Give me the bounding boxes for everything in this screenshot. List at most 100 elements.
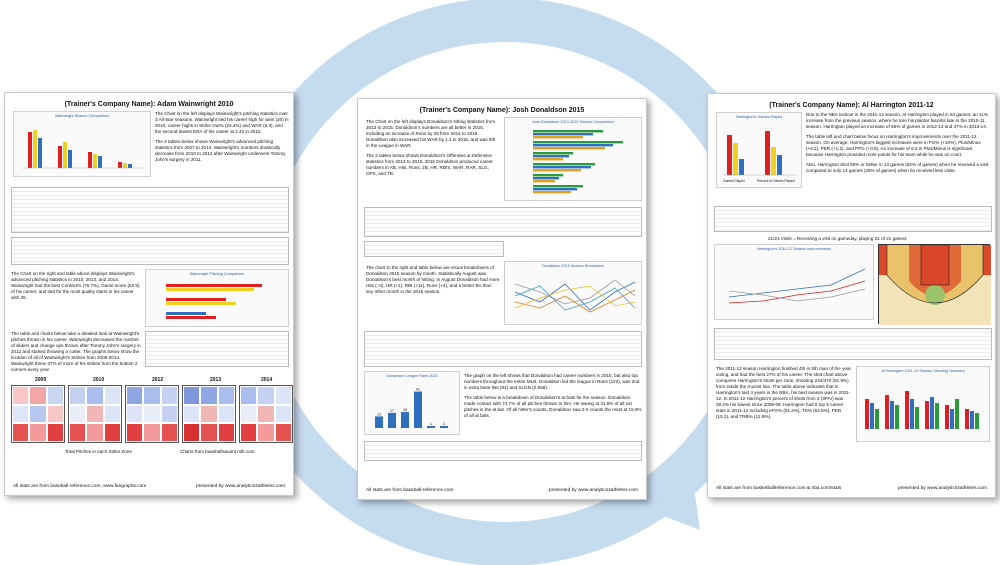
rank-bar-label: 2: [443, 422, 445, 426]
pitching-paragraph: The Chart on the right and table above d…: [11, 271, 141, 305]
comparison-bar: [533, 169, 581, 172]
visits-caption: 21/21 Visits = Receiving a visit on game…: [768, 236, 907, 241]
page-title: (Trainer's Company Name): Al Harrington …: [769, 102, 934, 109]
donaldson-report-page: (Trainer's Company Name): Josh Donaldson…: [357, 98, 647, 500]
page-footer: All stats are from baseball-reference.co…: [13, 484, 285, 489]
season-comparison-chart: Josh Donaldson 2013-2015 Season Comparis…: [504, 117, 642, 201]
shooting-bar: [950, 409, 954, 429]
rank-bar-label: 1: [430, 422, 432, 426]
monthly-stats-table: [364, 331, 642, 367]
paragraph-text: The 2 tables below shows Donaldson's Off…: [366, 152, 493, 176]
paragraph-text: The graph on the left shows that Donalds…: [464, 373, 640, 390]
paragraph-text: The table below is a breakdown of Donald…: [464, 394, 642, 418]
strike-zone-2012: [125, 385, 179, 443]
comparison-bar: [533, 152, 573, 155]
footer-source: All stats are from basketballreference.c…: [716, 486, 842, 491]
monthly-paragraph: The chart to the right and table below a…: [366, 265, 500, 299]
shooting-bar: [955, 399, 959, 429]
intro-paragraph: The Chart on the left displays Wainwrigh…: [155, 111, 289, 167]
pitching-comparison-bars: [166, 284, 262, 319]
rank-bar: [375, 416, 383, 428]
shooting-bar: [890, 401, 894, 429]
shooting-bar: [865, 399, 869, 429]
chart-title: Harrington's Games Played: [735, 115, 783, 119]
shooting-bar: [870, 403, 874, 429]
shooting-bar: [910, 399, 914, 429]
rank-bar: [414, 391, 422, 428]
shooting-bar: [905, 391, 909, 429]
chart-title: Josh Donaldson 2013-2015 Season Comparis…: [532, 120, 614, 124]
shooting-numbers-chart: Al Harrington 2011-12 Season Shooting Nu…: [856, 366, 990, 442]
zone-year-label: 2014: [261, 377, 273, 383]
strike-zone-2014: [239, 385, 293, 443]
axis-label: Games Played: [723, 179, 745, 183]
zone-caption-right: Charts from baseballsavant.mlb.com: [180, 449, 255, 454]
shot-zones: [879, 244, 991, 325]
shooting-numbers-bars: [865, 391, 979, 429]
comparison-bar: [533, 188, 577, 191]
comparison-bar: [533, 191, 571, 194]
paragraph-text: The 2011-12 season Harrington finished 4…: [716, 366, 852, 419]
rank-bar: [388, 412, 396, 428]
paragraph-text: The Chart on the right and table above d…: [11, 271, 140, 300]
advanced-stats-table-2: [11, 237, 289, 265]
paragraph-text: Due to the NBA lockout in the 2011-12 se…: [806, 112, 988, 129]
rank-bar: [427, 426, 435, 428]
season-breakdown-chart: Donaldson 2015 Season Breakdown: [504, 261, 642, 325]
shooting-bar: [895, 405, 899, 429]
footer-source: All stats are from baseball-reference.co…: [13, 484, 147, 489]
shooting-bar: [885, 395, 889, 429]
advanced-stats-table-1: [11, 187, 289, 233]
rank-bar-label: 18: [403, 408, 407, 412]
wainwright-report-page: (Trainer's Company Name): Adam Wainwrigh…: [4, 92, 294, 496]
chart-title: Wainwright Pitching Comparison: [189, 272, 245, 276]
comparison-bar: [533, 155, 569, 158]
comparison-bar: [533, 180, 555, 183]
footer-credit: presented by www.analytics4athletes.com: [897, 486, 987, 491]
pitches-paragraph: The table and charts below take a detail…: [11, 331, 141, 377]
league-rank-bars: 13 17 18 41 1 2: [375, 388, 448, 428]
shot-chart: [878, 244, 991, 325]
offensive-stats-table: [364, 207, 642, 237]
comparison-bar: [533, 130, 603, 133]
games-played-bars: [723, 131, 797, 176]
comparison-bar: [533, 136, 583, 139]
comparison-bar: [533, 166, 591, 169]
rank-bar-label: 13: [377, 412, 381, 416]
footer-source: All stats are from baseball-reference.co…: [366, 488, 454, 493]
chart-title: Donaldson League Rank 2015: [386, 374, 438, 378]
shooting-paragraph: The 2011-12 season Harrington finished 4…: [716, 366, 852, 424]
season-comparison-bars: [22, 130, 144, 169]
games-played-chart: Harrington's Games Played Games Played P…: [716, 112, 802, 188]
rank-bar: [401, 412, 409, 428]
season-comparison-hbars: [533, 130, 623, 194]
intro-paragraph: Due to the NBA lockout in the 2011-12 se…: [806, 112, 990, 178]
comparison-bar: [533, 147, 605, 150]
zone-year-label: 2012: [152, 377, 164, 383]
chart-title: Al Harrington 2011-12 Season Shooting Nu…: [881, 369, 965, 373]
shooting-bar: [925, 401, 929, 429]
defensive-stats-table: [364, 241, 504, 257]
pitching-comparison-chart: Wainwright Pitching Comparison: [145, 269, 289, 327]
page-title: (Trainer's Company Name): Josh Donaldson…: [419, 107, 585, 114]
comparison-bar: [533, 163, 595, 166]
league-rank-chart: Donaldson League Rank 2015 13 17 18 41 1 2: [364, 371, 460, 435]
pitch-types-table: [145, 331, 289, 367]
paragraph-text: The chart to the right and table below a…: [366, 265, 500, 294]
zone-year-label: 2009: [35, 377, 47, 383]
comparison-bar: [533, 141, 623, 144]
rank-bar-label: 41: [416, 388, 420, 392]
intro-paragraph: The Chart on the left displays Donaldson…: [366, 119, 500, 181]
footer-credit: presented by www.analytics4athletes.com: [195, 484, 285, 489]
league-paragraph: The graph on the left shows that Donalds…: [464, 373, 642, 423]
shooting-bar: [965, 409, 969, 429]
comparison-bar: [533, 133, 593, 136]
zone-year-label: 2010: [93, 377, 105, 383]
paragraph-text: The table left and chart below focus on …: [806, 133, 981, 157]
chart-title: Harrington's 2011-12 Season Improvements: [756, 247, 832, 251]
shooting-bar: [930, 397, 934, 429]
season-improvements-lines: [728, 268, 866, 304]
season-breakdown-lines: [514, 279, 636, 313]
season-comparison-chart: Wainwright Season Comparison: [13, 111, 151, 177]
shooting-bar: [945, 405, 949, 429]
